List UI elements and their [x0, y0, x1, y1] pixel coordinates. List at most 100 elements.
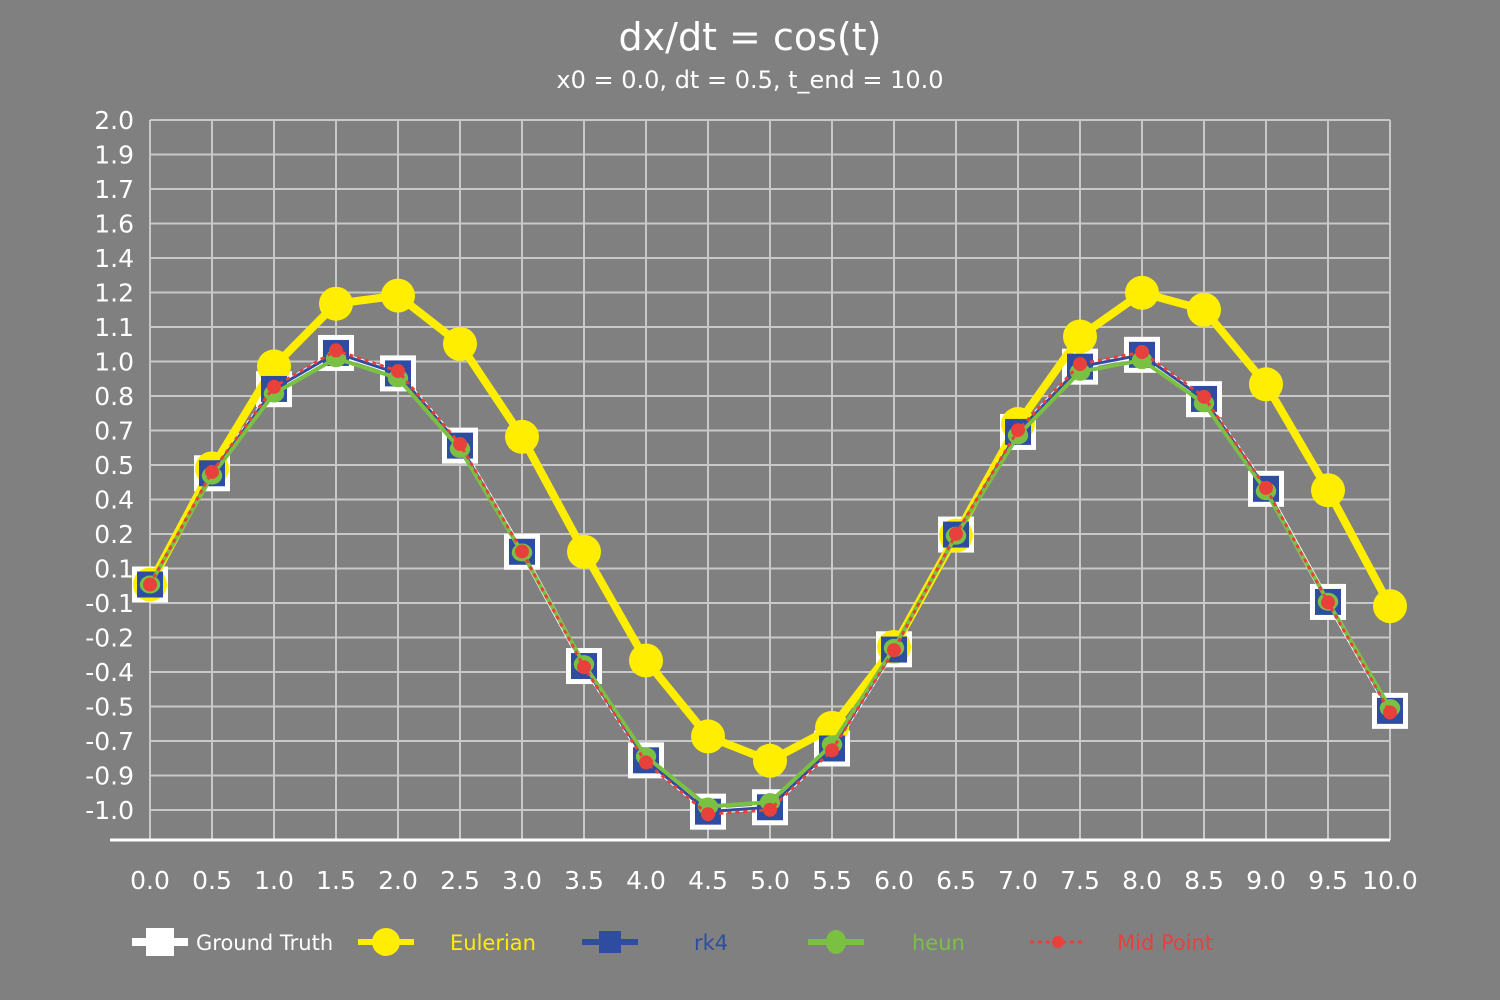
legend-item-ground-truth: Ground Truth	[132, 928, 333, 956]
legend-label: rk4	[694, 931, 728, 955]
legend-swatch-marker	[146, 928, 174, 956]
chart-title: dx/dt = cos(t)	[619, 15, 882, 59]
data-point	[639, 755, 653, 770]
y-tick-label: 0.5	[94, 451, 134, 480]
data-point	[381, 278, 415, 313]
data-point	[453, 437, 467, 451]
data-point	[1187, 292, 1221, 327]
x-tick-label: 6.0	[874, 866, 914, 895]
y-tick-label: 1.1	[94, 313, 134, 342]
x-tick-label: 7.5	[1060, 866, 1100, 895]
data-point	[763, 802, 777, 817]
x-tick-label: 10.0	[1362, 866, 1418, 895]
data-point	[825, 743, 839, 758]
data-point	[753, 743, 787, 778]
y-tick-label: -0.5	[85, 693, 134, 722]
data-point	[391, 364, 405, 379]
legend-item-rk4: rk4	[582, 931, 728, 955]
data-point	[1125, 275, 1159, 310]
data-point	[1135, 345, 1149, 360]
data-point	[143, 577, 157, 592]
data-point	[1011, 423, 1025, 438]
x-tick-label: 0.0	[130, 866, 170, 895]
data-point	[267, 379, 281, 394]
data-point	[515, 544, 529, 559]
x-tick-label: 4.0	[626, 866, 666, 895]
y-tick-label: 0.7	[94, 417, 134, 446]
y-tick-label: 0.2	[94, 520, 134, 549]
x-tick-label: 5.5	[812, 866, 852, 895]
y-tick-label: 1.0	[94, 348, 134, 377]
legend-label: Mid Point	[1117, 931, 1213, 955]
data-point	[949, 526, 963, 541]
y-tick-label: 2.0	[94, 106, 134, 135]
legend-item-mid-point: Mid Point	[1030, 931, 1213, 955]
y-tick-label: 1.9	[94, 141, 134, 170]
y-tick-label: 0.4	[94, 486, 134, 515]
data-point	[319, 286, 353, 321]
x-tick-label: 2.5	[440, 866, 480, 895]
series-mid-point	[143, 343, 1397, 822]
y-tick-label: -0.2	[85, 624, 134, 653]
data-point	[1063, 319, 1097, 354]
series-lines	[132, 275, 1408, 830]
x-tick-label: 1.0	[254, 866, 294, 895]
data-point	[1373, 589, 1407, 624]
legend-swatch-marker	[372, 928, 400, 956]
x-tick-label: 3.0	[502, 866, 542, 895]
x-tick-label: 3.5	[564, 866, 604, 895]
y-tick-label: 1.4	[94, 244, 134, 273]
chart-subtitle: x0 = 0.0, dt = 0.5, t_end = 10.0	[556, 66, 943, 94]
data-point	[1383, 705, 1397, 720]
data-point	[1311, 473, 1345, 508]
legend-label: Ground Truth	[196, 931, 333, 955]
x-tick-label: 9.0	[1246, 866, 1286, 895]
x-tick-label: 9.5	[1308, 866, 1348, 895]
data-point	[887, 643, 901, 658]
y-tick-label: -0.1	[85, 589, 134, 618]
data-point	[205, 464, 219, 479]
legend-item-eulerian: Eulerian	[358, 928, 536, 956]
y-tick-label: 0.8	[94, 382, 134, 411]
y-tick-label: -1.0	[85, 796, 134, 825]
y-tick-label: -0.9	[85, 762, 134, 791]
data-point	[1259, 480, 1273, 495]
data-point	[1197, 389, 1211, 404]
x-tick-label: 6.5	[936, 866, 976, 895]
x-tick-label: 4.5	[688, 866, 728, 895]
data-point	[257, 349, 291, 384]
data-point	[577, 660, 591, 675]
legend-swatch-marker	[599, 931, 621, 953]
legend-swatch-marker	[825, 930, 847, 954]
legend-item-heun: heun	[808, 930, 965, 955]
x-axis-tick-labels: 0.0 0.5 1.0 1.5 2.0 2.5 3.0 3.5 4.0 4.5 5.0 5.5 6.0 6…	[130, 866, 1418, 895]
legend-swatch-marker	[1052, 936, 1064, 948]
data-point	[329, 343, 343, 358]
grid	[110, 119, 1391, 842]
y-tick-label: 0.1	[94, 555, 134, 584]
x-tick-label: 0.5	[192, 866, 232, 895]
legend-label: Eulerian	[450, 931, 536, 955]
y-tick-label: 1.7	[94, 175, 134, 204]
data-point	[629, 643, 663, 678]
y-tick-label: -0.7	[85, 727, 134, 756]
y-tick-label: -0.4	[85, 658, 134, 687]
y-tick-label: 1.6	[94, 210, 134, 239]
x-tick-label: 2.0	[378, 866, 418, 895]
x-tick-label: 7.0	[998, 866, 1038, 895]
data-point	[505, 419, 539, 454]
data-point	[701, 807, 715, 822]
y-axis-tick-labels: 2.0 1.9 1.7 1.6 1.4 1.2 1.1 1.0 0.8 0.7 0.5 0.4 0.2 0…	[85, 106, 134, 825]
data-point	[1321, 595, 1335, 610]
data-point	[567, 534, 601, 569]
x-tick-label: 8.0	[1122, 866, 1162, 895]
legend-label: heun	[912, 931, 965, 955]
x-tick-label: 1.5	[316, 866, 356, 895]
data-point	[1249, 367, 1283, 402]
data-point	[691, 719, 725, 754]
data-point	[443, 326, 477, 361]
legend: Ground Truth Eulerian rk4 heun Mid Point	[132, 928, 1213, 956]
y-tick-label: 1.2	[94, 279, 134, 308]
x-tick-label: 8.5	[1184, 866, 1224, 895]
